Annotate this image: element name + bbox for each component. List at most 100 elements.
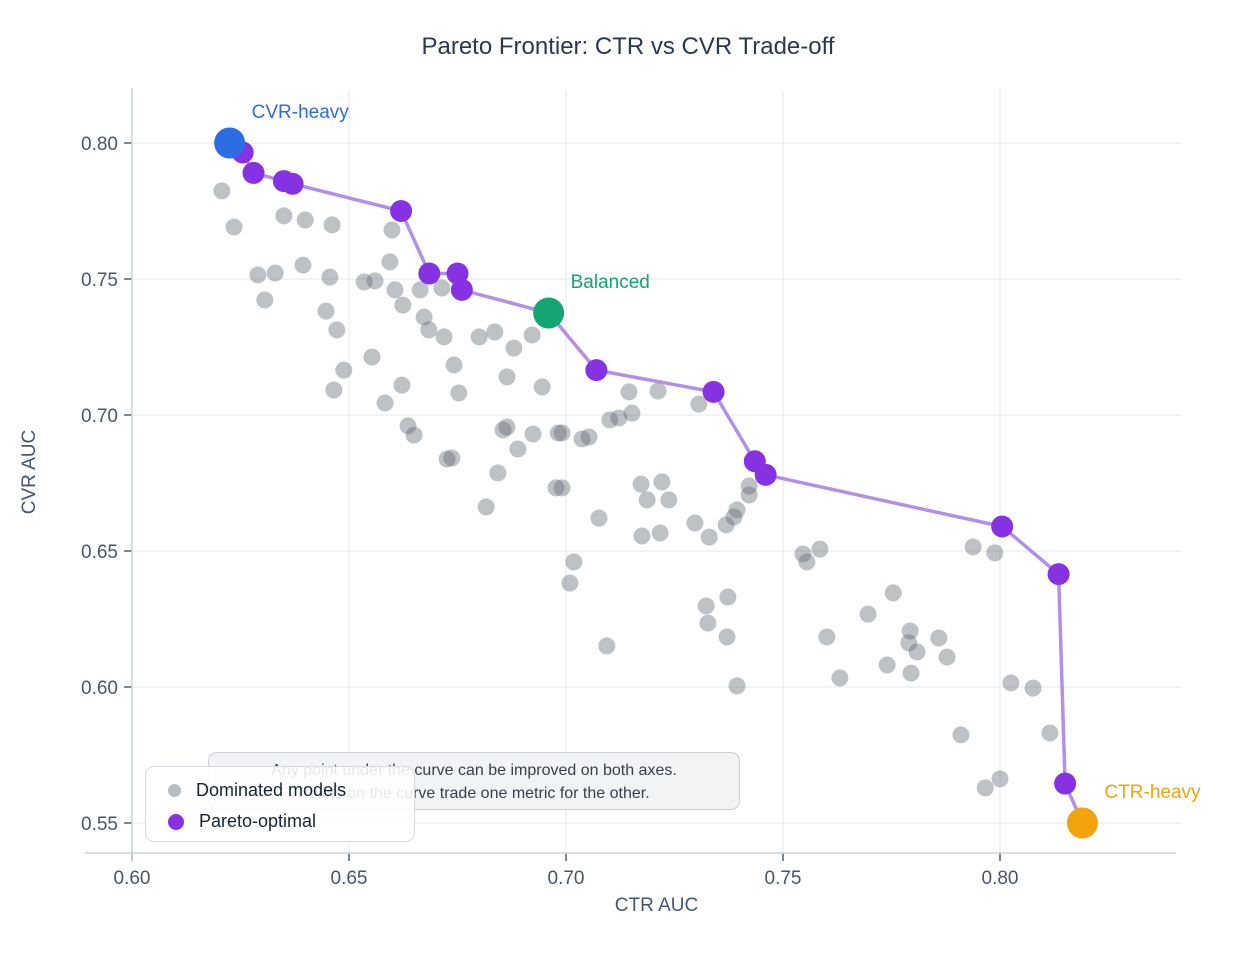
- dominated-point[interactable]: [638, 491, 656, 509]
- pareto-point[interactable]: [242, 161, 265, 184]
- dominated-point[interactable]: [728, 677, 746, 695]
- dominated-point[interactable]: [700, 528, 718, 546]
- pareto-point[interactable]: [390, 200, 413, 222]
- dominated-point[interactable]: [649, 382, 667, 400]
- dominated-point[interactable]: [580, 428, 598, 446]
- dominated-point[interactable]: [266, 264, 284, 282]
- balanced-point[interactable]: [533, 297, 565, 329]
- dominated-point[interactable]: [991, 770, 1009, 788]
- dominated-point[interactable]: [470, 328, 488, 346]
- dominated-point[interactable]: [818, 628, 836, 646]
- dominated-point[interactable]: [623, 404, 641, 422]
- dominated-point[interactable]: [620, 383, 638, 401]
- dominated-point[interactable]: [415, 308, 433, 326]
- dominated-point[interactable]: [653, 473, 671, 491]
- dominated-point[interactable]: [549, 424, 567, 442]
- dominated-point[interactable]: [381, 253, 399, 271]
- dominated-point[interactable]: [256, 291, 274, 309]
- pareto-point[interactable]: [1047, 563, 1070, 586]
- dominated-point[interactable]: [325, 381, 343, 399]
- dominated-point[interactable]: [323, 216, 341, 234]
- dominated-point[interactable]: [524, 425, 542, 443]
- dominated-point[interactable]: [690, 395, 708, 413]
- pareto-point[interactable]: [991, 515, 1014, 538]
- pareto-point[interactable]: [702, 380, 725, 403]
- dominated-point[interactable]: [443, 449, 461, 467]
- dominated-point[interactable]: [405, 426, 423, 444]
- dominated-point[interactable]: [717, 516, 735, 534]
- dominated-point[interactable]: [798, 553, 816, 571]
- dominated-point[interactable]: [249, 266, 267, 284]
- dominated-point[interactable]: [411, 281, 429, 299]
- dominated-point[interactable]: [598, 637, 616, 655]
- dominated-point[interactable]: [651, 524, 669, 542]
- dominated-point[interactable]: [363, 348, 381, 366]
- dominated-point[interactable]: [740, 477, 758, 495]
- dominated-point[interactable]: [884, 584, 902, 602]
- dominated-point[interactable]: [477, 498, 495, 516]
- dominated-point[interactable]: [573, 430, 591, 448]
- cvr-heavy-point[interactable]: [214, 127, 246, 159]
- dominated-point[interactable]: [294, 256, 312, 274]
- dominated-point[interactable]: [523, 326, 541, 344]
- dominated-point[interactable]: [561, 574, 579, 592]
- dominated-point[interactable]: [831, 669, 849, 687]
- dominated-point[interactable]: [317, 302, 335, 320]
- dominated-point[interactable]: [740, 486, 758, 504]
- ctr-heavy-point[interactable]: [1066, 807, 1098, 839]
- dominated-point[interactable]: [509, 440, 527, 458]
- dominated-point[interactable]: [902, 664, 920, 682]
- dominated-point[interactable]: [859, 605, 877, 623]
- dominated-point[interactable]: [901, 622, 919, 640]
- dominated-point[interactable]: [438, 450, 456, 468]
- dominated-point[interactable]: [225, 218, 243, 236]
- dominated-point[interactable]: [633, 527, 651, 545]
- dominated-point[interactable]: [433, 279, 451, 297]
- pareto-point[interactable]: [1054, 772, 1077, 795]
- dominated-point[interactable]: [1041, 724, 1059, 742]
- dominated-point[interactable]: [386, 281, 404, 299]
- dominated-point[interactable]: [697, 597, 715, 615]
- dominated-point[interactable]: [719, 588, 737, 606]
- dominated-point[interactable]: [296, 211, 314, 229]
- dominated-point[interactable]: [964, 538, 982, 556]
- dominated-point[interactable]: [498, 418, 516, 436]
- dominated-point[interactable]: [728, 501, 746, 519]
- dominated-point[interactable]: [213, 182, 231, 200]
- dominated-point[interactable]: [660, 491, 678, 509]
- dominated-point[interactable]: [601, 411, 619, 429]
- dominated-point[interactable]: [383, 221, 401, 239]
- dominated-point[interactable]: [553, 479, 571, 497]
- dominated-point[interactable]: [489, 464, 507, 482]
- dominated-point[interactable]: [811, 540, 829, 558]
- dominated-point[interactable]: [938, 648, 956, 666]
- dominated-point[interactable]: [1002, 674, 1020, 692]
- dominated-point[interactable]: [393, 376, 411, 394]
- dominated-point[interactable]: [986, 544, 1004, 562]
- dominated-point[interactable]: [445, 356, 463, 374]
- pareto-point[interactable]: [450, 278, 473, 301]
- dominated-point[interactable]: [565, 553, 583, 571]
- dominated-point[interactable]: [930, 629, 948, 647]
- dominated-point[interactable]: [366, 272, 384, 290]
- dominated-point[interactable]: [355, 273, 373, 291]
- dominated-point[interactable]: [590, 509, 608, 527]
- pareto-point[interactable]: [418, 262, 441, 285]
- dominated-point[interactable]: [976, 779, 994, 797]
- dominated-point[interactable]: [435, 328, 453, 346]
- dominated-point[interactable]: [908, 643, 926, 661]
- dominated-point[interactable]: [450, 384, 468, 402]
- dominated-point[interactable]: [505, 339, 523, 357]
- dominated-point[interactable]: [533, 378, 551, 396]
- legend-item-dominated[interactable]: Dominated models: [168, 780, 414, 801]
- dominated-point[interactable]: [498, 368, 516, 386]
- dominated-point[interactable]: [376, 394, 394, 412]
- dominated-point[interactable]: [686, 514, 704, 532]
- dominated-point[interactable]: [547, 479, 565, 497]
- pareto-point[interactable]: [754, 463, 777, 486]
- dominated-point[interactable]: [718, 628, 736, 646]
- dominated-point[interactable]: [486, 323, 504, 341]
- dominated-point[interactable]: [610, 409, 628, 427]
- dominated-point[interactable]: [952, 726, 970, 744]
- dominated-point[interactable]: [553, 424, 571, 442]
